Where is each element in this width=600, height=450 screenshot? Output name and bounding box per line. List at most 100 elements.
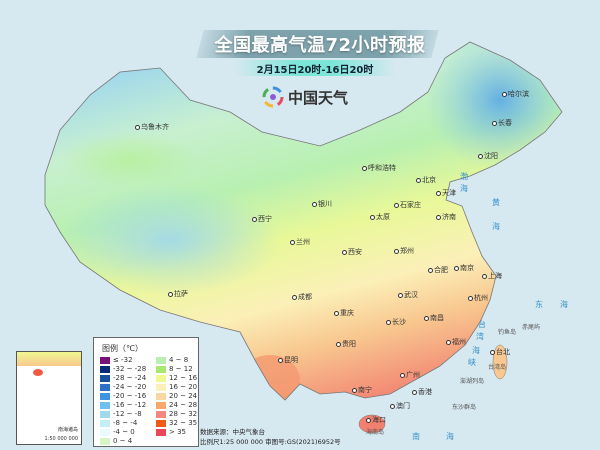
- legend-swatch: [100, 402, 110, 409]
- city-marker-icon: [366, 417, 371, 423]
- city-marker-icon: [400, 372, 405, 378]
- city-marker-icon: [492, 120, 497, 126]
- city-marker-icon: [490, 349, 495, 355]
- legend-swatch: [100, 357, 110, 364]
- legend-label: 32 ~ 35: [169, 419, 198, 427]
- sea-label: 南: [412, 432, 420, 441]
- city-label: 上海: [482, 272, 502, 281]
- legend-label: 28 ~ 32: [169, 410, 198, 418]
- city-label: 哈尔滨: [502, 90, 529, 99]
- legend-item: 20 ~ 24: [156, 392, 197, 401]
- city-label: 天津: [436, 189, 456, 198]
- city-name: 南宁: [358, 386, 372, 394]
- city-name: 合肥: [434, 266, 448, 274]
- legend-title: 图例（℃）: [102, 344, 143, 353]
- legend-item: 8 ~ 12: [156, 365, 193, 374]
- legend-label: -8 ~ -4: [113, 419, 138, 427]
- legend-swatch: [100, 429, 110, 436]
- legend-item: -4 ~ 0: [100, 428, 135, 437]
- city-marker-icon: [502, 91, 507, 97]
- island-label: 赤尾屿: [522, 324, 541, 331]
- city-name: 南昌: [430, 314, 444, 322]
- legend-label: -32 ~ -28: [113, 365, 147, 373]
- city-name: 上海: [488, 272, 502, 280]
- island-label: 台湾岛: [488, 364, 507, 371]
- legend-swatch: [100, 438, 110, 445]
- city-name: 哈尔滨: [508, 90, 529, 98]
- sea-label: 东: [535, 300, 543, 309]
- legend-label: 16 ~ 20: [169, 383, 198, 391]
- legend-item: 16 ~ 20: [156, 383, 197, 392]
- city-marker-icon: [416, 177, 421, 183]
- city-marker-icon: [386, 319, 391, 325]
- city-label: 澳门: [390, 402, 410, 411]
- map-scale: 比例尺1:25 000 000 审图号:GS(2021)6952号: [200, 438, 341, 446]
- city-marker-icon: [135, 124, 140, 130]
- legend-label: -16 ~ -12: [113, 401, 147, 409]
- city-name: 昆明: [284, 356, 298, 364]
- legend-item: -32 ~ -28: [100, 365, 146, 374]
- city-name: 贵阳: [342, 340, 356, 348]
- city-marker-icon: [436, 190, 441, 196]
- city-label: 南昌: [424, 314, 444, 323]
- city-label: 银川: [312, 200, 332, 209]
- city-name: 成都: [298, 293, 312, 301]
- city-label: 贵阳: [336, 340, 356, 349]
- city-marker-icon: [394, 202, 399, 208]
- sea-label: 台: [478, 320, 486, 329]
- city-label: 兰州: [290, 238, 310, 247]
- city-label: 成都: [292, 293, 312, 302]
- city-name: 香港: [418, 388, 432, 396]
- legend-label: 4 ~ 8: [169, 356, 189, 364]
- city-label: 海口: [366, 416, 386, 425]
- legend-swatch: [156, 429, 166, 436]
- city-label: 呼和浩特: [362, 164, 396, 173]
- city-label: 西安: [342, 248, 362, 257]
- city-marker-icon: [290, 239, 295, 245]
- city-label: 合肥: [428, 266, 448, 275]
- city-label: 石家庄: [394, 201, 421, 210]
- legend-label: -20 ~ -16: [113, 392, 147, 400]
- city-name: 长春: [498, 119, 512, 127]
- city-name: 济南: [442, 213, 456, 221]
- city-marker-icon: [252, 216, 257, 222]
- city-label: 乌鲁木齐: [135, 123, 169, 132]
- city-name: 北京: [422, 176, 436, 184]
- city-marker-icon: [168, 291, 173, 297]
- city-name: 福州: [452, 338, 466, 346]
- city-name: 石家庄: [400, 201, 421, 209]
- city-marker-icon: [312, 201, 317, 207]
- city-marker-icon: [278, 357, 283, 363]
- city-marker-icon: [478, 153, 483, 159]
- legend-item: 24 ~ 28: [156, 401, 197, 410]
- legend-item: -12 ~ -8: [100, 410, 142, 419]
- legend-label: 20 ~ 24: [169, 392, 198, 400]
- city-label: 台北: [490, 348, 510, 357]
- legend-item: 28 ~ 32: [156, 410, 197, 419]
- city-label: 济南: [436, 213, 456, 222]
- city-marker-icon: [370, 214, 375, 220]
- legend-item: 12 ~ 16: [156, 374, 197, 383]
- city-label: 长沙: [386, 318, 406, 327]
- city-label: 杭州: [468, 294, 488, 303]
- legend-label: 24 ~ 28: [169, 401, 198, 409]
- legend-item: -20 ~ -16: [100, 392, 146, 401]
- city-marker-icon: [334, 310, 339, 316]
- sea-label: 海: [446, 432, 454, 441]
- legend-label: -12 ~ -8: [113, 410, 142, 418]
- city-label: 武汉: [398, 291, 418, 300]
- legend-item: 0 ~ 4: [100, 437, 132, 446]
- city-label: 福州: [446, 338, 466, 347]
- legend-item: 32 ~ 35: [156, 419, 197, 428]
- city-name: 台北: [496, 348, 510, 356]
- legend-label: -4 ~ 0: [113, 428, 135, 436]
- city-marker-icon: [446, 339, 451, 345]
- city-marker-icon: [352, 387, 357, 393]
- data-source: 数据来源：中央气象台: [200, 428, 265, 436]
- logo-swirl-icon: [262, 86, 284, 108]
- south-china-sea-inset: 南海诸岛 1:50 000 000: [16, 351, 82, 445]
- city-label: 郑州: [394, 247, 414, 256]
- city-marker-icon: [390, 403, 395, 409]
- subtitle-bar: [235, 60, 395, 76]
- city-marker-icon: [292, 294, 297, 300]
